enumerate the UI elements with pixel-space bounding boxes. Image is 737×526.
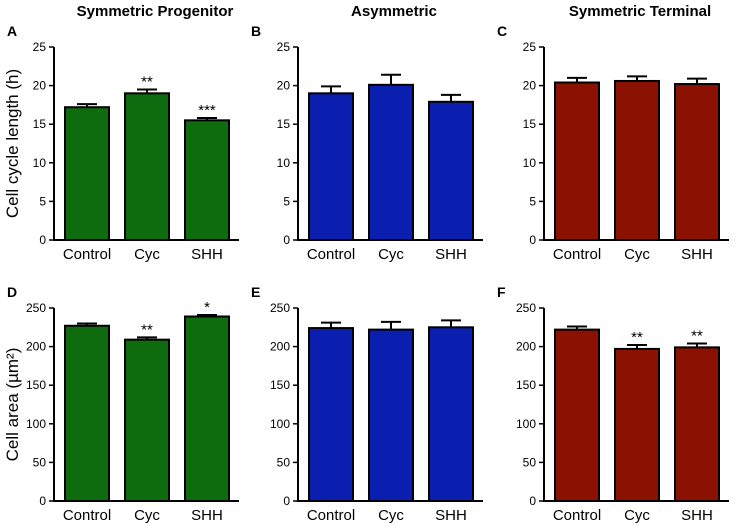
y-tick-label: 50	[33, 455, 47, 469]
x-tick-label: SHH	[681, 246, 713, 263]
bar	[124, 92, 170, 241]
y-tick-label: 25	[523, 40, 537, 54]
y-tick-label: 10	[523, 156, 537, 170]
y-tick-label: 5	[283, 194, 290, 208]
y-tick-label: 100	[270, 417, 290, 431]
y-axis-label: Cell area (µm²)	[3, 348, 22, 462]
x-tick-label: Control	[553, 507, 601, 524]
y-tick-label: 100	[516, 417, 536, 431]
bar	[64, 324, 110, 503]
y-tick-label: 5	[39, 194, 46, 208]
y-tick-label: 50	[523, 455, 537, 469]
y-tick-label: 50	[277, 455, 291, 469]
bar	[368, 83, 414, 241]
significance-marker: ***	[198, 102, 216, 119]
x-tick-label: SHH	[435, 246, 467, 263]
significance-marker: **	[691, 328, 703, 345]
bar	[124, 338, 170, 503]
bar	[64, 106, 110, 241]
panel-b: B Control Cyc SHH 0 5 10 15 20 25	[251, 23, 483, 263]
x-tick-label: Cyc	[378, 246, 404, 263]
panel-e: E Control Cyc SHH 0 50 100 150 200 250	[251, 284, 483, 524]
panel-letter: B	[251, 23, 261, 39]
bar	[184, 315, 230, 502]
y-tick-label: 15	[277, 117, 291, 131]
y-tick-label: 100	[26, 417, 46, 431]
x-tick-label: Cyc	[624, 246, 650, 263]
bar	[614, 347, 660, 502]
y-tick-label: 250	[270, 301, 290, 315]
y-axis-label: Cell cycle length (h)	[3, 69, 22, 218]
bar	[674, 346, 720, 503]
panel-f: F Control ** Cyc ** SHH 0 50 100 150 200 250	[497, 284, 729, 524]
column-title-symmetric-terminal: Symmetric Terminal	[569, 3, 711, 20]
y-tick-label: 200	[26, 340, 46, 354]
y-tick-label: 15	[523, 117, 537, 131]
x-tick-label: Control	[63, 507, 111, 524]
y-tick-label: 10	[33, 156, 47, 170]
panel-letter: A	[7, 23, 17, 39]
column-title-symmetric-progenitor: Symmetric Progenitor	[77, 3, 234, 20]
y-tick-label: 0	[529, 233, 536, 247]
y-tick-label: 20	[33, 79, 47, 93]
y-tick-label: 0	[39, 494, 46, 508]
x-tick-label: SHH	[681, 507, 713, 524]
y-tick-label: 0	[283, 494, 290, 508]
y-tick-label: 250	[516, 301, 536, 315]
x-tick-label: Cyc	[134, 246, 160, 263]
significance-marker: **	[141, 321, 153, 338]
significance-marker: **	[631, 329, 643, 346]
y-tick-label: 25	[277, 40, 291, 54]
y-tick-label: 150	[26, 378, 46, 392]
panel-letter: E	[251, 284, 260, 300]
column-title-asymmetric: Asymmetric	[351, 3, 437, 20]
y-tick-label: 0	[529, 494, 536, 508]
y-tick-label: 200	[516, 340, 536, 354]
panel-a: A Cell cycle length (h) Control ** Cyc *** SHH…	[3, 23, 239, 263]
bar	[674, 83, 720, 241]
y-tick-label: 0	[283, 233, 290, 247]
y-tick-label: 250	[26, 301, 46, 315]
bar	[614, 79, 660, 241]
x-tick-label: SHH	[191, 507, 223, 524]
bar	[554, 81, 600, 242]
bar	[428, 326, 474, 502]
x-tick-label: Control	[553, 246, 601, 263]
y-tick-label: 150	[270, 378, 290, 392]
bar	[368, 328, 414, 502]
bar	[308, 327, 354, 502]
bar	[428, 100, 474, 241]
y-tick-label: 10	[277, 156, 291, 170]
x-tick-label: SHH	[191, 246, 223, 263]
x-tick-label: Cyc	[624, 507, 650, 524]
y-tick-label: 200	[270, 340, 290, 354]
significance-marker: *	[204, 299, 210, 316]
panel-letter: D	[7, 284, 17, 300]
x-tick-label: Control	[307, 246, 355, 263]
x-tick-label: SHH	[435, 507, 467, 524]
y-tick-label: 20	[277, 79, 291, 93]
panel-letter: F	[497, 284, 506, 300]
panel-d: D Cell area (µm²) Control ** Cyc * SHH 0 50 100 15…	[3, 284, 239, 524]
panel-letter: C	[497, 23, 507, 39]
panel-c: C Control Cyc SHH 0 5 10 15 20 25	[497, 23, 729, 263]
y-tick-label: 25	[33, 40, 47, 54]
bar	[554, 328, 600, 502]
bar	[308, 92, 354, 241]
y-tick-label: 15	[33, 117, 47, 131]
y-tick-label: 0	[39, 233, 46, 247]
bar	[184, 119, 230, 241]
y-tick-label: 20	[523, 79, 537, 93]
x-tick-label: Cyc	[378, 507, 404, 524]
x-tick-label: Cyc	[134, 507, 160, 524]
y-tick-label: 150	[516, 378, 536, 392]
y-tick-label: 5	[529, 194, 536, 208]
x-tick-label: Control	[307, 507, 355, 524]
significance-marker: **	[141, 73, 153, 90]
x-tick-label: Control	[63, 246, 111, 263]
